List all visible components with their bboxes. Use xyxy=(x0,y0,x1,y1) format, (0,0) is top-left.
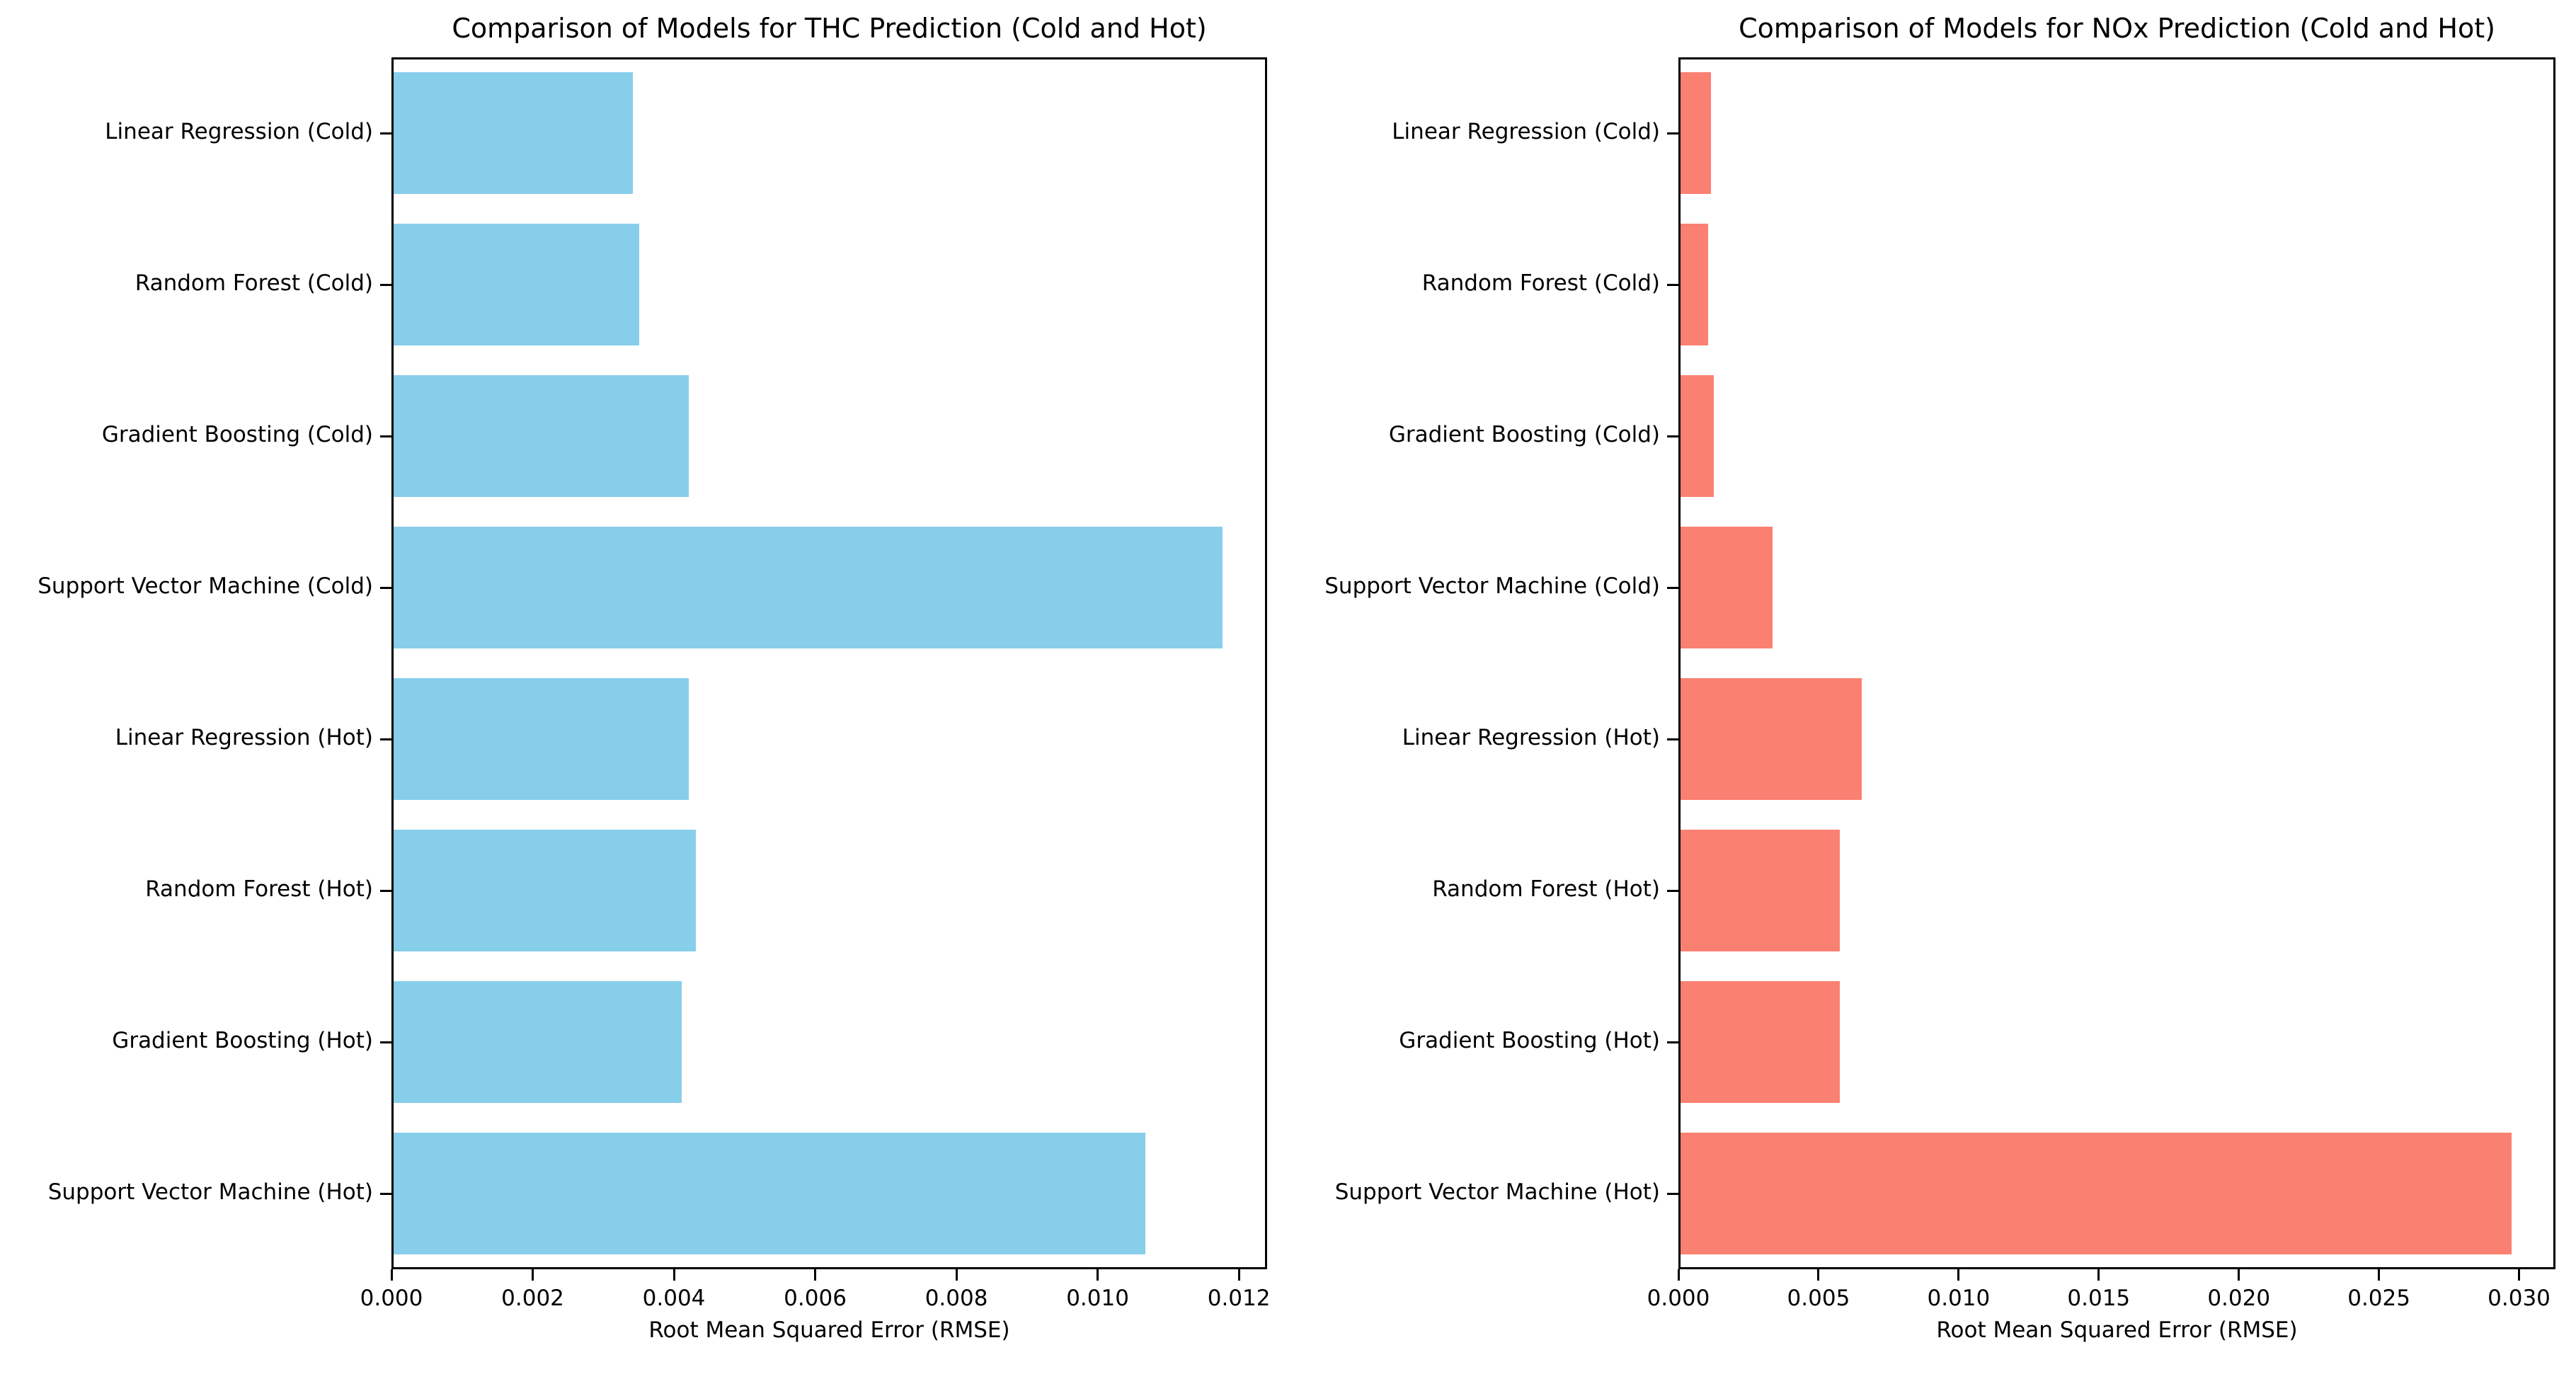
y-tick-label-gradient-boosting-cold: Gradient Boosting (Cold) xyxy=(101,422,373,447)
x-tick-label: 0.030 xyxy=(2488,1286,2551,1311)
bar-random-forest-cold xyxy=(1681,224,1709,345)
x-tick-mark xyxy=(532,1269,534,1281)
bar-random-forest-hot xyxy=(1681,830,1840,951)
y-tick-mark xyxy=(380,132,391,135)
x-tick-mark xyxy=(2378,1269,2381,1281)
x-tick-mark xyxy=(1957,1269,1960,1281)
x-tick-mark xyxy=(955,1269,958,1281)
y-tick-mark xyxy=(380,889,391,892)
y-tick-label-gradient-boosting-hot: Gradient Boosting (Hot) xyxy=(1399,1028,1660,1053)
x-tick-mark xyxy=(2097,1269,2100,1281)
y-tick-mark xyxy=(1667,132,1678,135)
bar-support-vector-machine-hot xyxy=(394,1133,1146,1254)
x-tick-label: 0.010 xyxy=(1927,1286,1991,1311)
y-tick-label-support-vector-machine-hot: Support Vector Machine (Hot) xyxy=(47,1179,373,1205)
bar-support-vector-machine-cold xyxy=(394,527,1223,648)
bar-gradient-boosting-hot xyxy=(394,981,682,1103)
plot-area-thc xyxy=(391,57,1267,1269)
x-tick-mark xyxy=(1817,1269,1820,1281)
bar-gradient-boosting-cold xyxy=(1681,375,1715,497)
y-tick-label-support-vector-machine-cold: Support Vector Machine (Cold) xyxy=(38,573,373,599)
x-tick-label: 0.012 xyxy=(1207,1286,1271,1311)
bar-random-forest-cold xyxy=(394,224,640,345)
y-tick-mark xyxy=(380,435,391,437)
bar-gradient-boosting-cold xyxy=(394,375,689,497)
x-tick-label: 0.020 xyxy=(2207,1286,2271,1311)
y-tick-mark xyxy=(1667,889,1678,892)
y-tick-mark xyxy=(1667,586,1678,589)
y-tick-label-linear-regression-hot: Linear Regression (Hot) xyxy=(1402,725,1660,750)
chart-title-nox: Comparison of Models for NOx Prediction … xyxy=(1739,13,2495,44)
x-axis-label-thc: Root Mean Squared Error (RMSE) xyxy=(648,1317,1010,1343)
y-tick-mark xyxy=(380,1041,391,1043)
x-tick-mark xyxy=(2518,1269,2521,1281)
y-tick-label-linear-regression-cold: Linear Regression (Cold) xyxy=(105,119,373,144)
x-tick-label: 0.002 xyxy=(501,1286,564,1311)
x-tick-label: 0.025 xyxy=(2347,1286,2410,1311)
y-tick-label-linear-regression-hot: Linear Regression (Hot) xyxy=(115,725,373,750)
x-tick-label: 0.010 xyxy=(1066,1286,1129,1311)
bar-linear-regression-hot xyxy=(394,678,689,800)
x-tick-label: 0.015 xyxy=(2067,1286,2131,1311)
x-tick-mark xyxy=(1097,1269,1099,1281)
x-tick-label: 0.008 xyxy=(925,1286,988,1311)
y-tick-label-support-vector-machine-hot: Support Vector Machine (Hot) xyxy=(1334,1179,1660,1205)
x-tick-mark xyxy=(390,1269,393,1281)
y-tick-mark xyxy=(380,283,391,286)
bar-linear-regression-cold xyxy=(1681,72,1712,194)
y-tick-mark xyxy=(1667,283,1678,286)
y-tick-label-random-forest-cold: Random Forest (Cold) xyxy=(1421,270,1660,296)
x-tick-mark xyxy=(1237,1269,1240,1281)
y-tick-mark xyxy=(1667,435,1678,437)
x-tick-mark xyxy=(1677,1269,1680,1281)
y-tick-mark xyxy=(1667,738,1678,740)
chart-title-thc: Comparison of Models for THC Prediction … xyxy=(452,13,1207,44)
bar-linear-regression-cold xyxy=(394,72,633,194)
y-tick-label-gradient-boosting-hot: Gradient Boosting (Hot) xyxy=(112,1028,373,1053)
x-tick-mark xyxy=(2238,1269,2240,1281)
y-tick-mark xyxy=(380,1192,391,1195)
plot-area-nox xyxy=(1678,57,2555,1269)
y-tick-label-linear-regression-cold: Linear Regression (Cold) xyxy=(1392,119,1660,144)
bar-random-forest-hot xyxy=(394,830,696,951)
y-tick-mark xyxy=(380,586,391,589)
y-tick-label-random-forest-hot: Random Forest (Hot) xyxy=(145,876,373,902)
x-tick-label: 0.000 xyxy=(1647,1286,1710,1311)
bar-gradient-boosting-hot xyxy=(1681,981,1840,1103)
y-tick-label-support-vector-machine-cold: Support Vector Machine (Cold) xyxy=(1324,573,1660,599)
bar-support-vector-machine-cold xyxy=(1681,527,1773,648)
y-tick-label-random-forest-hot: Random Forest (Hot) xyxy=(1432,876,1660,902)
bar-support-vector-machine-hot xyxy=(1681,1133,2512,1254)
y-tick-label-gradient-boosting-cold: Gradient Boosting (Cold) xyxy=(1388,422,1660,447)
x-tick-label: 0.005 xyxy=(1787,1286,1850,1311)
y-tick-mark xyxy=(1667,1041,1678,1043)
x-tick-label: 0.000 xyxy=(360,1286,423,1311)
x-tick-mark xyxy=(672,1269,675,1281)
x-axis-label-nox: Root Mean Squared Error (RMSE) xyxy=(1936,1317,2298,1343)
x-tick-mark xyxy=(814,1269,817,1281)
y-tick-label-random-forest-cold: Random Forest (Cold) xyxy=(134,270,373,296)
y-tick-mark xyxy=(380,738,391,740)
x-tick-label: 0.004 xyxy=(642,1286,706,1311)
y-tick-mark xyxy=(1667,1192,1678,1195)
x-tick-label: 0.006 xyxy=(784,1286,847,1311)
bar-linear-regression-hot xyxy=(1681,678,1862,800)
